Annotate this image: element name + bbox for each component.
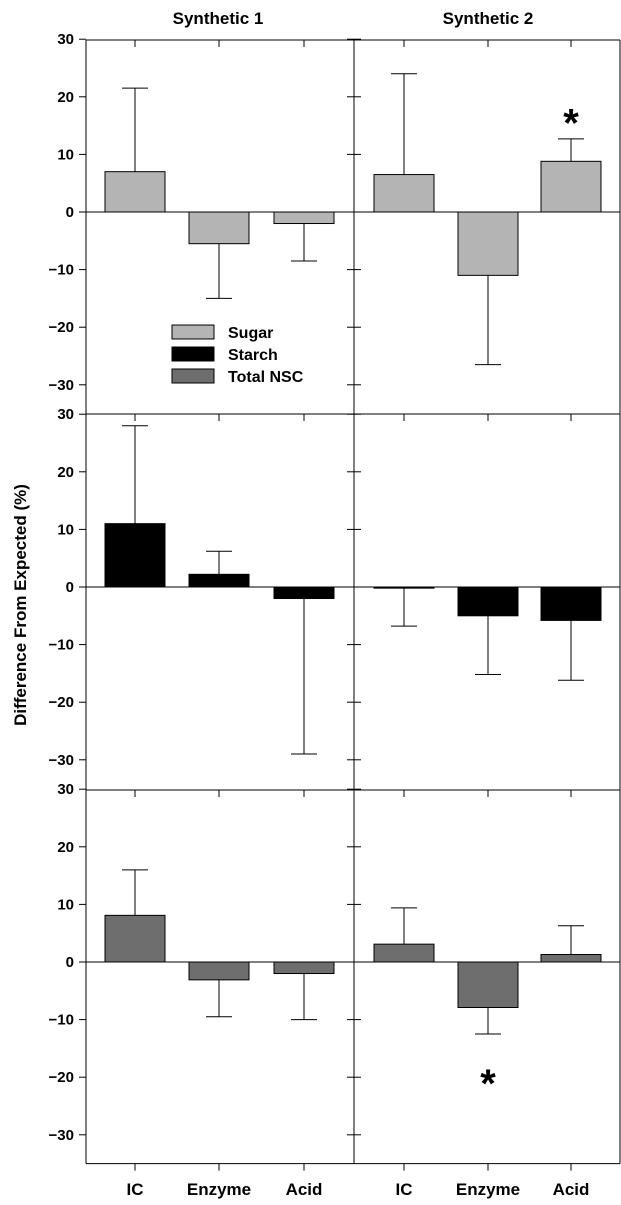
y-tick-label: 30 (57, 406, 74, 423)
bar (373, 174, 435, 213)
y-tick-label: 10 (57, 146, 74, 163)
bar (273, 211, 335, 225)
y-tick-label: −20 (49, 319, 74, 336)
legend-swatch (171, 346, 215, 362)
legend-swatch (171, 368, 215, 384)
bar (188, 961, 250, 981)
category-label: Enzyme (456, 1180, 520, 1199)
column-title-synthetic-2: Synthetic 2 (443, 9, 534, 28)
bar (540, 586, 602, 621)
y-tick-label: −20 (49, 1069, 74, 1086)
category-label: Acid (553, 1180, 590, 1199)
category-label: Acid (286, 1180, 323, 1199)
y-tick-label: 0 (66, 579, 74, 596)
bar (540, 160, 602, 213)
category-label: Enzyme (187, 1180, 251, 1199)
significance-star: * (563, 102, 579, 146)
y-tick-label: 20 (57, 89, 74, 106)
y-tick-label: −10 (49, 637, 74, 654)
bar (457, 586, 519, 617)
bar (188, 573, 250, 588)
bar (104, 914, 166, 963)
legend-label: Total NSC (228, 369, 304, 386)
legend-swatch (171, 324, 215, 340)
category-label: IC (127, 1180, 144, 1199)
bar (457, 211, 519, 276)
legend-label: Sugar (228, 325, 273, 342)
y-tick-label: 30 (57, 781, 74, 798)
y-tick-label: 30 (57, 31, 74, 48)
bar (540, 954, 602, 963)
bar (457, 961, 519, 1009)
y-axis-label: Difference From Expected (%) (11, 484, 30, 726)
y-tick-label: −10 (49, 262, 74, 279)
y-tick-label: 10 (57, 896, 74, 913)
y-tick-label: 10 (57, 521, 74, 538)
plot-area: 30 20 10 0 −10 −20 −30 30 20 10 0 −10 −20 −30 30 20 10 0 −… (49, 31, 621, 1199)
bar (273, 961, 335, 975)
bar (373, 943, 435, 963)
column-title-synthetic-1: Synthetic 1 (173, 9, 264, 28)
bar (188, 211, 250, 245)
bar (104, 171, 166, 213)
y-tick-label: −30 (49, 1127, 74, 1144)
y-tick-label: 20 (57, 839, 74, 856)
bar (373, 586, 435, 589)
y-tick-label: 0 (66, 954, 74, 971)
y-tick-label: 20 (57, 464, 74, 481)
legend-label: Starch (228, 347, 278, 364)
significance-star: * (480, 1062, 496, 1106)
y-tick-label: −30 (49, 377, 74, 394)
y-tick-label: −30 (49, 752, 74, 769)
category-label: IC (396, 1180, 413, 1199)
y-tick-label: 0 (66, 204, 74, 221)
y-tick-label: −20 (49, 694, 74, 711)
y-tick-label: −10 (49, 1012, 74, 1029)
bar (273, 586, 335, 600)
bar (104, 523, 166, 588)
